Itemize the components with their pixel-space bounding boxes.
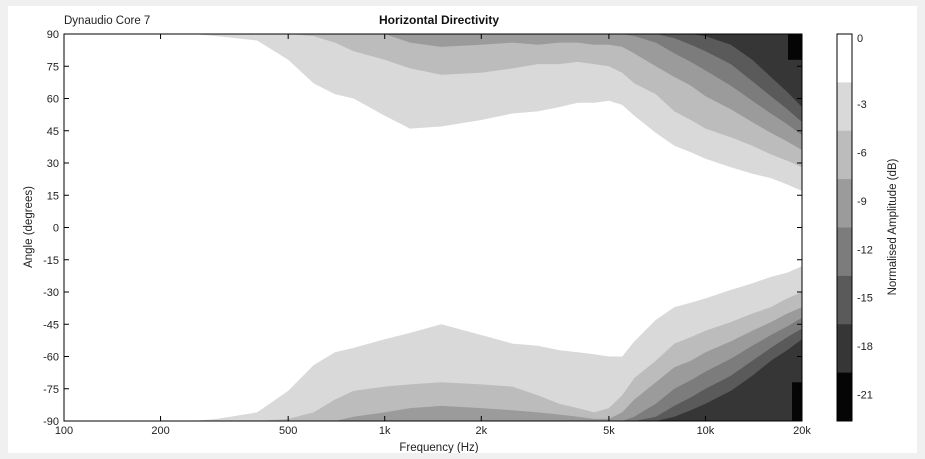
y-axis-label: Angle (degrees) xyxy=(23,186,35,268)
contour-core-top xyxy=(788,34,802,60)
colorbar-segment xyxy=(837,34,852,83)
x-tick-label: 100 xyxy=(55,425,73,437)
y-tick-label: -75 xyxy=(43,384,59,396)
y-tick-label: -30 xyxy=(43,287,59,299)
colorbar-tick-label: -9 xyxy=(857,196,867,208)
colorbar-tick-label: -18 xyxy=(857,341,873,353)
y-tick-label: -90 xyxy=(43,416,59,428)
y-tick-label: 45 xyxy=(47,126,59,138)
y-tick-label: 15 xyxy=(47,190,59,202)
colorbar-tick-label: -21 xyxy=(857,389,873,401)
contour-core-bottom xyxy=(792,382,802,421)
contour-band-top-angle_minus6dB xyxy=(191,34,803,168)
x-tick-label: 1k xyxy=(379,425,391,437)
plot-area xyxy=(64,34,803,421)
x-axis-label: Frequency (Hz) xyxy=(399,442,478,453)
y-tick-label: 90 xyxy=(47,29,59,41)
axes: 100 200 500 1k 2k 5k 10k 20k 90 75 60 45 30 15 0 -15 -30… xyxy=(43,29,811,437)
colorbar-tick-label: -15 xyxy=(857,293,873,305)
x-tick-label: 200 xyxy=(151,425,169,437)
y-tick-label: 60 xyxy=(47,94,59,106)
colorbar-segment xyxy=(837,227,852,277)
chart-title: Horizontal Directivity xyxy=(379,13,499,27)
directivity-chart: Dynaudio Core 7 Horizontal Directivity 1… xyxy=(23,13,899,453)
contour-band-bottom-angle_minus9dB xyxy=(191,307,803,421)
contour-band-top-angle_minus18dB xyxy=(191,34,803,108)
y-tick-label: 75 xyxy=(47,61,59,73)
y-tick-label: -15 xyxy=(43,255,59,267)
colorbar-label: Normalised Amplitude (dB) xyxy=(887,158,899,295)
colorbar-segment xyxy=(837,179,852,228)
y-tick-label: 30 xyxy=(47,158,59,170)
colorbar-segment xyxy=(837,130,852,180)
chart-subtitle: Dynaudio Core 7 xyxy=(64,15,150,27)
x-tick-label: 20k xyxy=(793,425,811,437)
contour-band-bottom-angle_minus18dB xyxy=(191,339,803,421)
x-tick-label: 10k xyxy=(697,425,715,437)
x-tick-label: 5k xyxy=(603,425,615,437)
colorbar-segment xyxy=(837,372,852,422)
x-tick-label: 2k xyxy=(475,425,487,437)
chart-figure: Dynaudio Core 7 Horizontal Directivity 1… xyxy=(8,6,917,453)
colorbar-tick-label: -6 xyxy=(857,148,867,160)
colorbar-segment xyxy=(837,324,852,374)
colorbar-tick-label: -3 xyxy=(857,99,867,111)
colorbar: 0 -3 -6 -9 -12 -15 -18 -21 xyxy=(836,33,873,422)
colorbar-tick-label: -12 xyxy=(857,244,873,256)
y-tick-label: -45 xyxy=(43,319,59,331)
colorbar-segment xyxy=(837,82,852,132)
y-tick-label: -60 xyxy=(43,352,59,364)
x-tick-label: 500 xyxy=(279,425,297,437)
colorbar-frame xyxy=(836,33,853,422)
colorbar-tick-label: 0 xyxy=(857,33,863,45)
y-tick-label: 0 xyxy=(53,223,59,235)
colorbar-segment xyxy=(837,275,852,325)
